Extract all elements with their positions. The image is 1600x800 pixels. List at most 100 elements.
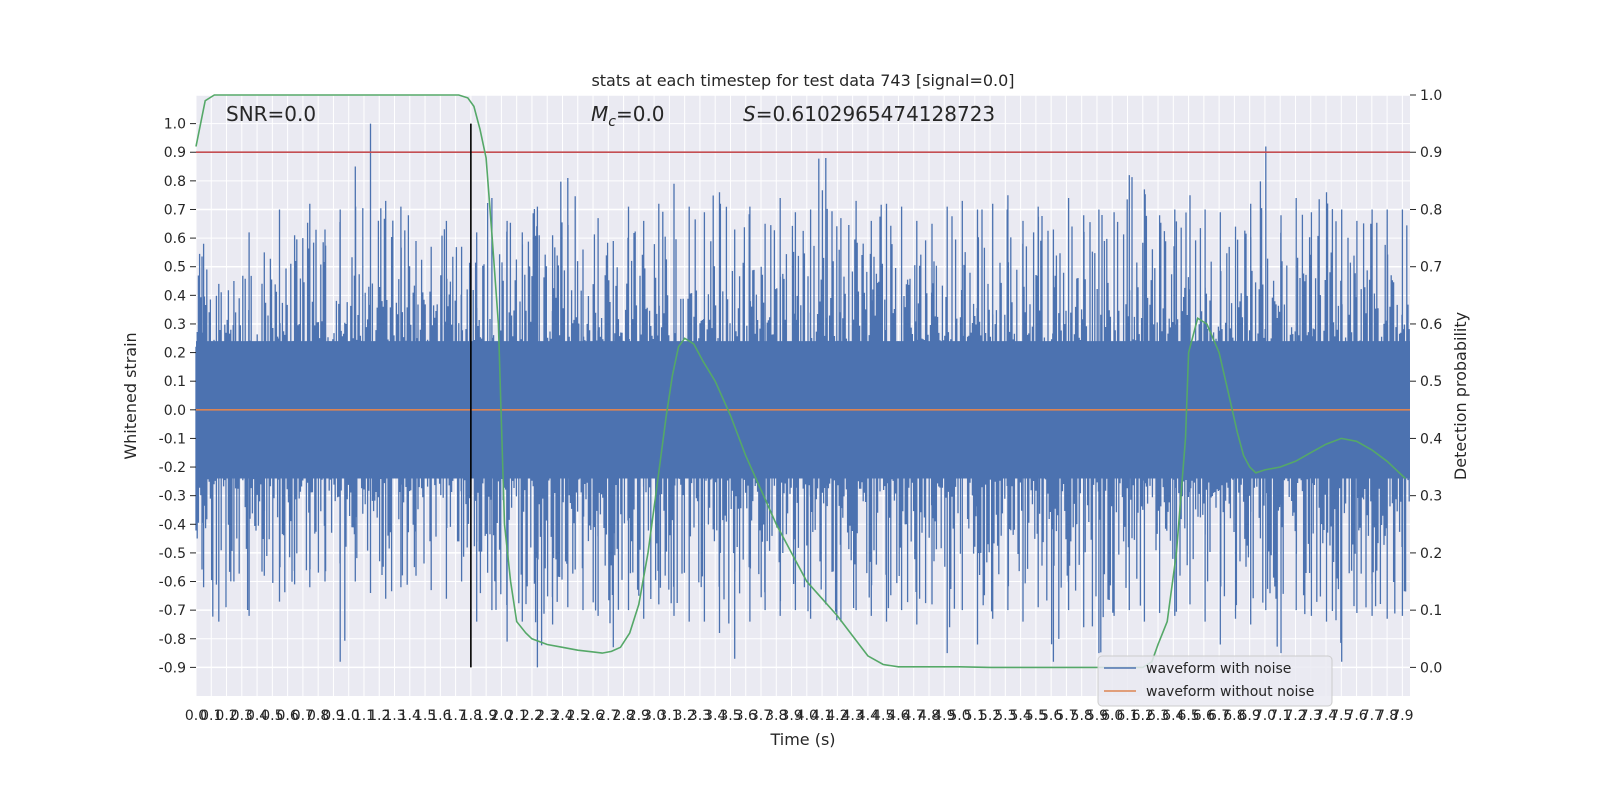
snr-annotation: SNR=0.0 [226, 102, 316, 126]
x-tick-label: 6.7 [1208, 708, 1230, 724]
x-tick-label: 4.9 [933, 708, 955, 724]
x-tick-label: 6.2 [1132, 708, 1154, 724]
x-tick-label: 0.5 [261, 708, 283, 724]
x-tick-label: 4.5 [872, 708, 894, 724]
x-tick-label: 0.2 [215, 708, 237, 724]
x-tick-label: 5.2 [979, 708, 1001, 724]
x-tick-label: 1.0 [338, 708, 360, 724]
x-tick-label: 4.0 [796, 708, 818, 724]
x-tick-label: 4.6 [887, 708, 909, 724]
x-tick-label: 3.2 [674, 708, 696, 724]
mc-subscript: c [608, 114, 616, 130]
y-tick-label: -0.1 [159, 431, 186, 447]
x-tick-label: 7.3 [1300, 708, 1322, 724]
y2-tick-label: 0.7 [1420, 260, 1442, 276]
x-axis-label: Time (s) [769, 730, 835, 749]
y-tick-label: 0.0 [164, 403, 186, 419]
detection-probability-line [195, 94, 1406, 669]
y2-tick-label: 0.2 [1420, 546, 1442, 562]
chirp-mass-annotation: Mc=0.0 [591, 102, 665, 130]
y-tick-labels: -0.9 -0.8 -0.7 -0.6 -0.5 -0.4 -0.3 -0.2 -0.1 0.0 0… [159, 117, 196, 676]
x-tick-label: 7.5 [1330, 708, 1352, 724]
mc-value: =0.0 [616, 102, 665, 126]
x-tick-label: 7.9 [1391, 708, 1413, 724]
x-tick-label: 5.4 [1009, 708, 1031, 724]
x-tick-label: 5.6 [1040, 708, 1062, 724]
y-tick-label: -0.9 [159, 660, 186, 676]
x-tick-label: 0.3 [231, 708, 253, 724]
x-tick-label: 0.9 [322, 708, 344, 724]
x-tick-label: 5.9 [1086, 708, 1108, 724]
x-tick-label: 2.2 [521, 708, 543, 724]
y2-tick-label: 0.1 [1420, 603, 1442, 619]
x-tick-label: 2.6 [582, 708, 604, 724]
x-tick-label: 7.1 [1269, 708, 1291, 724]
y2-tick-label: 1.0 [1420, 88, 1442, 104]
x-tick-label: 5.3 [994, 708, 1016, 724]
x-tick-label: 1.3 [383, 708, 405, 724]
x-tick-label: 3.4 [704, 708, 726, 724]
y-tick-label: -0.4 [159, 517, 186, 533]
y-tick-label: 0.6 [164, 231, 186, 247]
y-tick-label: 1.0 [164, 117, 186, 133]
y-tick-label: -0.5 [159, 546, 186, 562]
y-tick-label: 0.2 [164, 346, 186, 362]
s-annotation: S=0.6102965474128723 [743, 102, 995, 126]
x-tick-label: 4.7 [903, 708, 925, 724]
x-tick-label: 0.8 [307, 708, 329, 724]
y2-tick-labels: 0.0 0.1 0.2 0.3 0.4 0.5 0.6 0.7 0.8 0.9 1.0 [1410, 88, 1442, 676]
x-tick-labels: 0.00.10.20.30.40.50.60.70.80.91.01.11.21… [185, 708, 1414, 724]
x-tick-label: 1.7 [444, 708, 466, 724]
y-tick-label: -0.3 [159, 489, 186, 505]
x-tick-label: 6.9 [1239, 708, 1261, 724]
x-tick-label: 6.4 [1162, 708, 1184, 724]
y2-tick-label: 0.0 [1420, 660, 1442, 676]
x-tick-label: 3.1 [658, 708, 680, 724]
x-tick-label: 6.5 [1177, 708, 1199, 724]
x-tick-label: 4.2 [826, 708, 848, 724]
x-tick-label: 2.8 [612, 708, 634, 724]
y-axis-label: Whitened strain [121, 332, 140, 459]
x-tick-label: 6.1 [1116, 708, 1138, 724]
x-tick-label: 2.0 [490, 708, 512, 724]
x-tick-label: 3.6 [735, 708, 757, 724]
x-tick-label: 6.0 [1101, 708, 1123, 724]
x-tick-label: 1.4 [399, 708, 421, 724]
x-tick-label: 7.4 [1315, 708, 1337, 724]
x-tick-label: 1.5 [414, 708, 436, 724]
y-tick-label: 0.7 [164, 202, 186, 218]
s-value: =0.6102965474128723 [756, 102, 995, 126]
x-tick-label: 5.1 [964, 708, 986, 724]
x-tick-label: 3.9 [780, 708, 802, 724]
y-tick-label: 0.4 [164, 288, 186, 304]
x-tick-label: 5.8 [1071, 708, 1093, 724]
x-tick-label: 0.1 [200, 708, 222, 724]
legend-box [1097, 655, 1333, 707]
x-tick-label: 3.7 [750, 708, 772, 724]
y-tick-label: -0.7 [159, 603, 186, 619]
x-tick-label: 3.3 [689, 708, 711, 724]
x-tick-label: 6.3 [1147, 708, 1169, 724]
chart-title: stats at each timestep for test data 743… [591, 71, 1014, 90]
x-tick-label: 6.6 [1193, 708, 1215, 724]
x-tick-label: 7.7 [1361, 708, 1383, 724]
y-tick-label: 0.8 [164, 174, 186, 190]
x-tick-label: 7.6 [1345, 708, 1367, 724]
y2-tick-label: 0.5 [1420, 374, 1442, 390]
x-tick-label: 5.0 [948, 708, 970, 724]
x-tick-label: 3.8 [765, 708, 787, 724]
x-tick-label: 2.3 [536, 708, 558, 724]
y-tick-label: -0.2 [159, 460, 186, 476]
y2-tick-label: 0.9 [1420, 145, 1442, 161]
x-tick-label: 0.4 [246, 708, 268, 724]
y-tick-label: -0.8 [159, 632, 186, 648]
line-series [195, 94, 1410, 669]
x-tick-label: 1.2 [368, 708, 390, 724]
y-tick-label: -0.6 [159, 575, 186, 591]
x-tick-label: 1.9 [475, 708, 497, 724]
x-tick-label: 1.8 [460, 708, 482, 724]
x-tick-label: 1.1 [353, 708, 375, 724]
y2-tick-label: 0.4 [1420, 431, 1442, 447]
legend-label-noise: waveform with noise [1146, 661, 1291, 677]
